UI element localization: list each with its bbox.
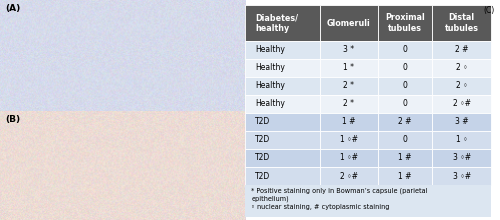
Text: 0: 0 [402, 45, 407, 54]
Bar [245, 131, 320, 149]
Bar [378, 131, 432, 149]
Text: Diabetes/
healthy: Diabetes/ healthy [255, 13, 298, 33]
Bar [245, 41, 320, 59]
Text: 2 #: 2 # [398, 117, 412, 126]
Bar [320, 131, 378, 149]
Bar [245, 149, 320, 167]
Text: 3 ◦#: 3 ◦# [452, 154, 471, 162]
Text: 3 #: 3 # [455, 117, 468, 126]
Text: 0: 0 [402, 99, 407, 108]
Text: 1 ◦: 1 ◦ [456, 136, 468, 144]
Bar [432, 113, 491, 131]
Text: Proximal
tubules: Proximal tubules [385, 13, 425, 33]
Text: 2 ◦: 2 ◦ [456, 63, 468, 72]
Bar [245, 113, 320, 131]
Bar [320, 149, 378, 167]
Text: * Positive staining only in Bowman’s capsule (parietal
epithelium): * Positive staining only in Bowman’s cap… [252, 188, 428, 202]
Bar [432, 149, 491, 167]
Text: 1 #: 1 # [398, 172, 412, 180]
Bar [432, 77, 491, 95]
Text: 1 ◦#: 1 ◦# [340, 154, 358, 162]
Bar [378, 59, 432, 77]
Text: 2 *: 2 * [344, 99, 354, 108]
Text: 2 ◦: 2 ◦ [456, 81, 468, 90]
Bar [378, 6, 432, 41]
Text: 1 ◦#: 1 ◦# [340, 136, 358, 144]
Bar [378, 167, 432, 185]
Text: 0: 0 [402, 136, 407, 144]
Text: 0: 0 [402, 81, 407, 90]
Bar [245, 185, 491, 217]
Bar [245, 167, 320, 185]
Bar [432, 6, 491, 41]
Text: 2 #: 2 # [455, 45, 468, 54]
Bar [320, 167, 378, 185]
Text: (A): (A) [5, 4, 20, 13]
Text: T2D: T2D [255, 154, 270, 162]
Bar [245, 95, 320, 113]
Bar [432, 95, 491, 113]
Text: (C): (C) [484, 6, 495, 15]
Bar [432, 59, 491, 77]
Bar [245, 59, 320, 77]
Text: 0: 0 [402, 63, 407, 72]
Text: Healthy: Healthy [255, 81, 285, 90]
Bar [378, 77, 432, 95]
Text: T2D: T2D [255, 136, 270, 144]
Bar [245, 77, 320, 95]
Bar [432, 167, 491, 185]
Bar [320, 113, 378, 131]
Text: 3 *: 3 * [344, 45, 354, 54]
Text: 2 ◦#: 2 ◦# [340, 172, 358, 180]
Bar [432, 41, 491, 59]
Text: ◦ nuclear staining, # cytoplasmic staining: ◦ nuclear staining, # cytoplasmic staini… [252, 204, 390, 210]
Text: 2 ◦#: 2 ◦# [453, 99, 471, 108]
Bar [320, 41, 378, 59]
Text: 2 *: 2 * [344, 81, 354, 90]
Text: Healthy: Healthy [255, 99, 285, 108]
Bar [320, 77, 378, 95]
Bar [320, 59, 378, 77]
Text: Healthy: Healthy [255, 45, 285, 54]
Text: T2D: T2D [255, 172, 270, 180]
Bar [378, 41, 432, 59]
Text: 1 *: 1 * [344, 63, 354, 72]
Text: (B): (B) [5, 116, 20, 125]
Text: 1 #: 1 # [398, 154, 412, 162]
Text: T2D: T2D [255, 117, 270, 126]
Bar [432, 131, 491, 149]
Bar [320, 6, 378, 41]
Bar [378, 113, 432, 131]
Bar [245, 6, 320, 41]
Text: Glomeruli: Glomeruli [327, 19, 371, 28]
Text: Healthy: Healthy [255, 63, 285, 72]
Bar [320, 95, 378, 113]
Bar [378, 149, 432, 167]
Text: 3 ◦#: 3 ◦# [452, 172, 471, 180]
Text: 1 #: 1 # [342, 117, 355, 126]
Text: Distal
tubules: Distal tubules [445, 13, 479, 33]
Bar [378, 95, 432, 113]
